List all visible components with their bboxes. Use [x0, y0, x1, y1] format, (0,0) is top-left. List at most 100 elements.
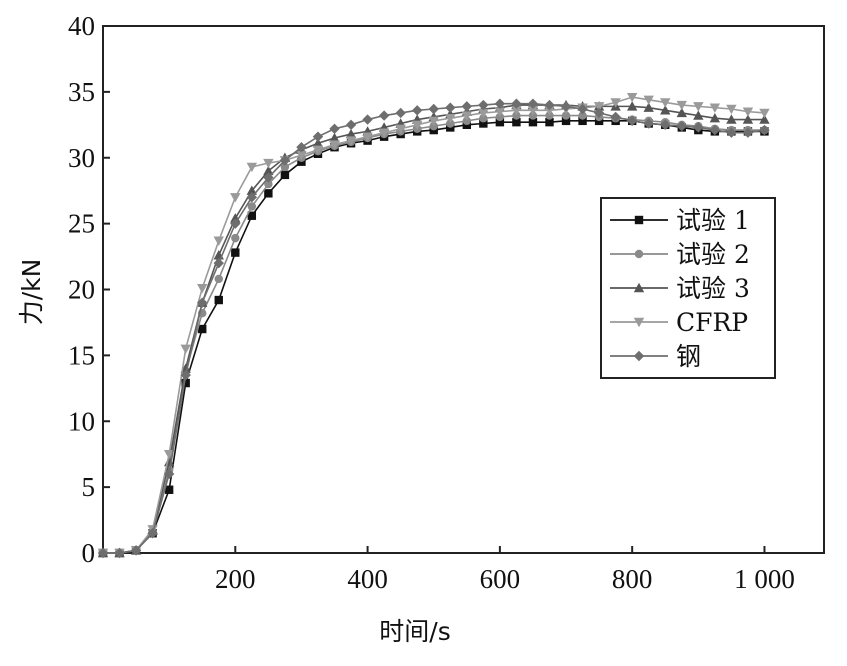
data-point: [378, 128, 390, 138]
x-tick-label: 400: [347, 564, 388, 594]
data-point: [279, 155, 291, 166]
data-point: [742, 114, 754, 124]
data-point: [478, 108, 489, 119]
data-point: [329, 123, 340, 134]
data-point: [495, 112, 505, 122]
y-tick-label: 35: [68, 77, 95, 107]
y-tick-label: 15: [68, 340, 95, 370]
data-point: [296, 150, 307, 161]
data-point: [726, 114, 737, 124]
legend-items: 试验 1 试验 2 试验 3 CFRP 钢: [610, 206, 750, 371]
y-tick-label: 10: [68, 406, 95, 436]
legend-item: 钢: [610, 342, 701, 371]
y-tick-label: 5: [82, 472, 96, 502]
legend-label: 试验 3: [676, 274, 750, 303]
data-point: [445, 114, 456, 124]
data-point: [230, 218, 241, 229]
y-tick-label: 20: [68, 275, 95, 305]
data-point: [511, 98, 522, 109]
data-point: [709, 113, 721, 123]
data-point: [214, 274, 223, 284]
legend-marker: [633, 282, 645, 293]
data-point: [130, 545, 142, 556]
data-point: [676, 107, 687, 118]
data-point: [577, 103, 588, 115]
data-point: [231, 233, 240, 243]
data-point: [561, 116, 571, 126]
y-tick-label: 0: [82, 538, 96, 568]
data-point: [693, 110, 704, 120]
data-point: [263, 172, 274, 183]
data-point: [578, 116, 587, 126]
data-point: [411, 120, 423, 131]
data-point: [478, 99, 489, 111]
data-point: [494, 98, 506, 109]
data-point: [197, 283, 208, 294]
data-point: [479, 114, 488, 123]
data-point: [626, 101, 638, 111]
data-point: [511, 106, 522, 116]
data-point: [742, 127, 754, 138]
data-point: [643, 95, 654, 105]
x-tick-label: 200: [215, 564, 256, 594]
data-point: [626, 92, 638, 103]
data-point: [345, 136, 357, 146]
data-point: [709, 103, 721, 113]
series-layer: [97, 92, 770, 559]
data-point: [362, 132, 373, 142]
legend-marker: [633, 317, 645, 328]
data-point: [446, 119, 455, 128]
data-point: [164, 485, 174, 494]
data-point: [528, 117, 538, 127]
data-point: [181, 378, 190, 388]
data-point: [610, 111, 621, 123]
data-point: [264, 179, 273, 189]
data-point: [676, 100, 687, 111]
data-point: [709, 124, 721, 136]
data-point: [445, 102, 456, 113]
legend-marker: [634, 215, 644, 225]
data-point: [545, 117, 554, 127]
data-point: [329, 140, 340, 150]
data-point: [197, 297, 208, 308]
data-point: [527, 98, 539, 109]
data-point: [544, 106, 555, 116]
data-point: [180, 344, 191, 354]
data-point: [560, 101, 572, 112]
legend-label: CFRP: [676, 308, 748, 337]
data-point: [378, 110, 390, 121]
data-point: [264, 189, 273, 198]
data-point: [643, 102, 654, 112]
data-point: [578, 111, 587, 120]
legend-item: CFRP: [610, 308, 748, 337]
legend-label: 试验 2: [676, 240, 750, 269]
data-point: [231, 248, 240, 257]
legend-item: 试验 3: [610, 274, 750, 303]
x-tick-label: 800: [612, 564, 653, 594]
data-point: [246, 185, 258, 195]
data-point: [643, 118, 654, 129]
data-point: [626, 115, 638, 127]
x-tick-label: 1 000: [734, 564, 795, 594]
data-point: [362, 114, 373, 125]
data-point: [693, 102, 704, 112]
data-point: [247, 211, 257, 220]
data-point: [280, 162, 290, 172]
data-point: [759, 108, 770, 119]
data-point: [512, 111, 521, 120]
data-point: [246, 192, 258, 203]
data-point: [296, 142, 307, 153]
data-point: [345, 119, 357, 131]
data-point: [676, 120, 687, 132]
data-point: [263, 158, 274, 169]
data-point: [428, 103, 439, 115]
x-axis-title: 时间/s: [379, 617, 450, 646]
data-point: [263, 165, 274, 176]
data-point: [494, 107, 506, 117]
data-point: [660, 105, 671, 115]
data-point: [545, 111, 554, 120]
legend-item: 试验 1: [610, 206, 750, 235]
legend-marker: [633, 350, 645, 362]
y-axis-ticks: 0 5 10 15 20 25 30 35 40: [68, 11, 110, 568]
data-point: [246, 162, 258, 173]
